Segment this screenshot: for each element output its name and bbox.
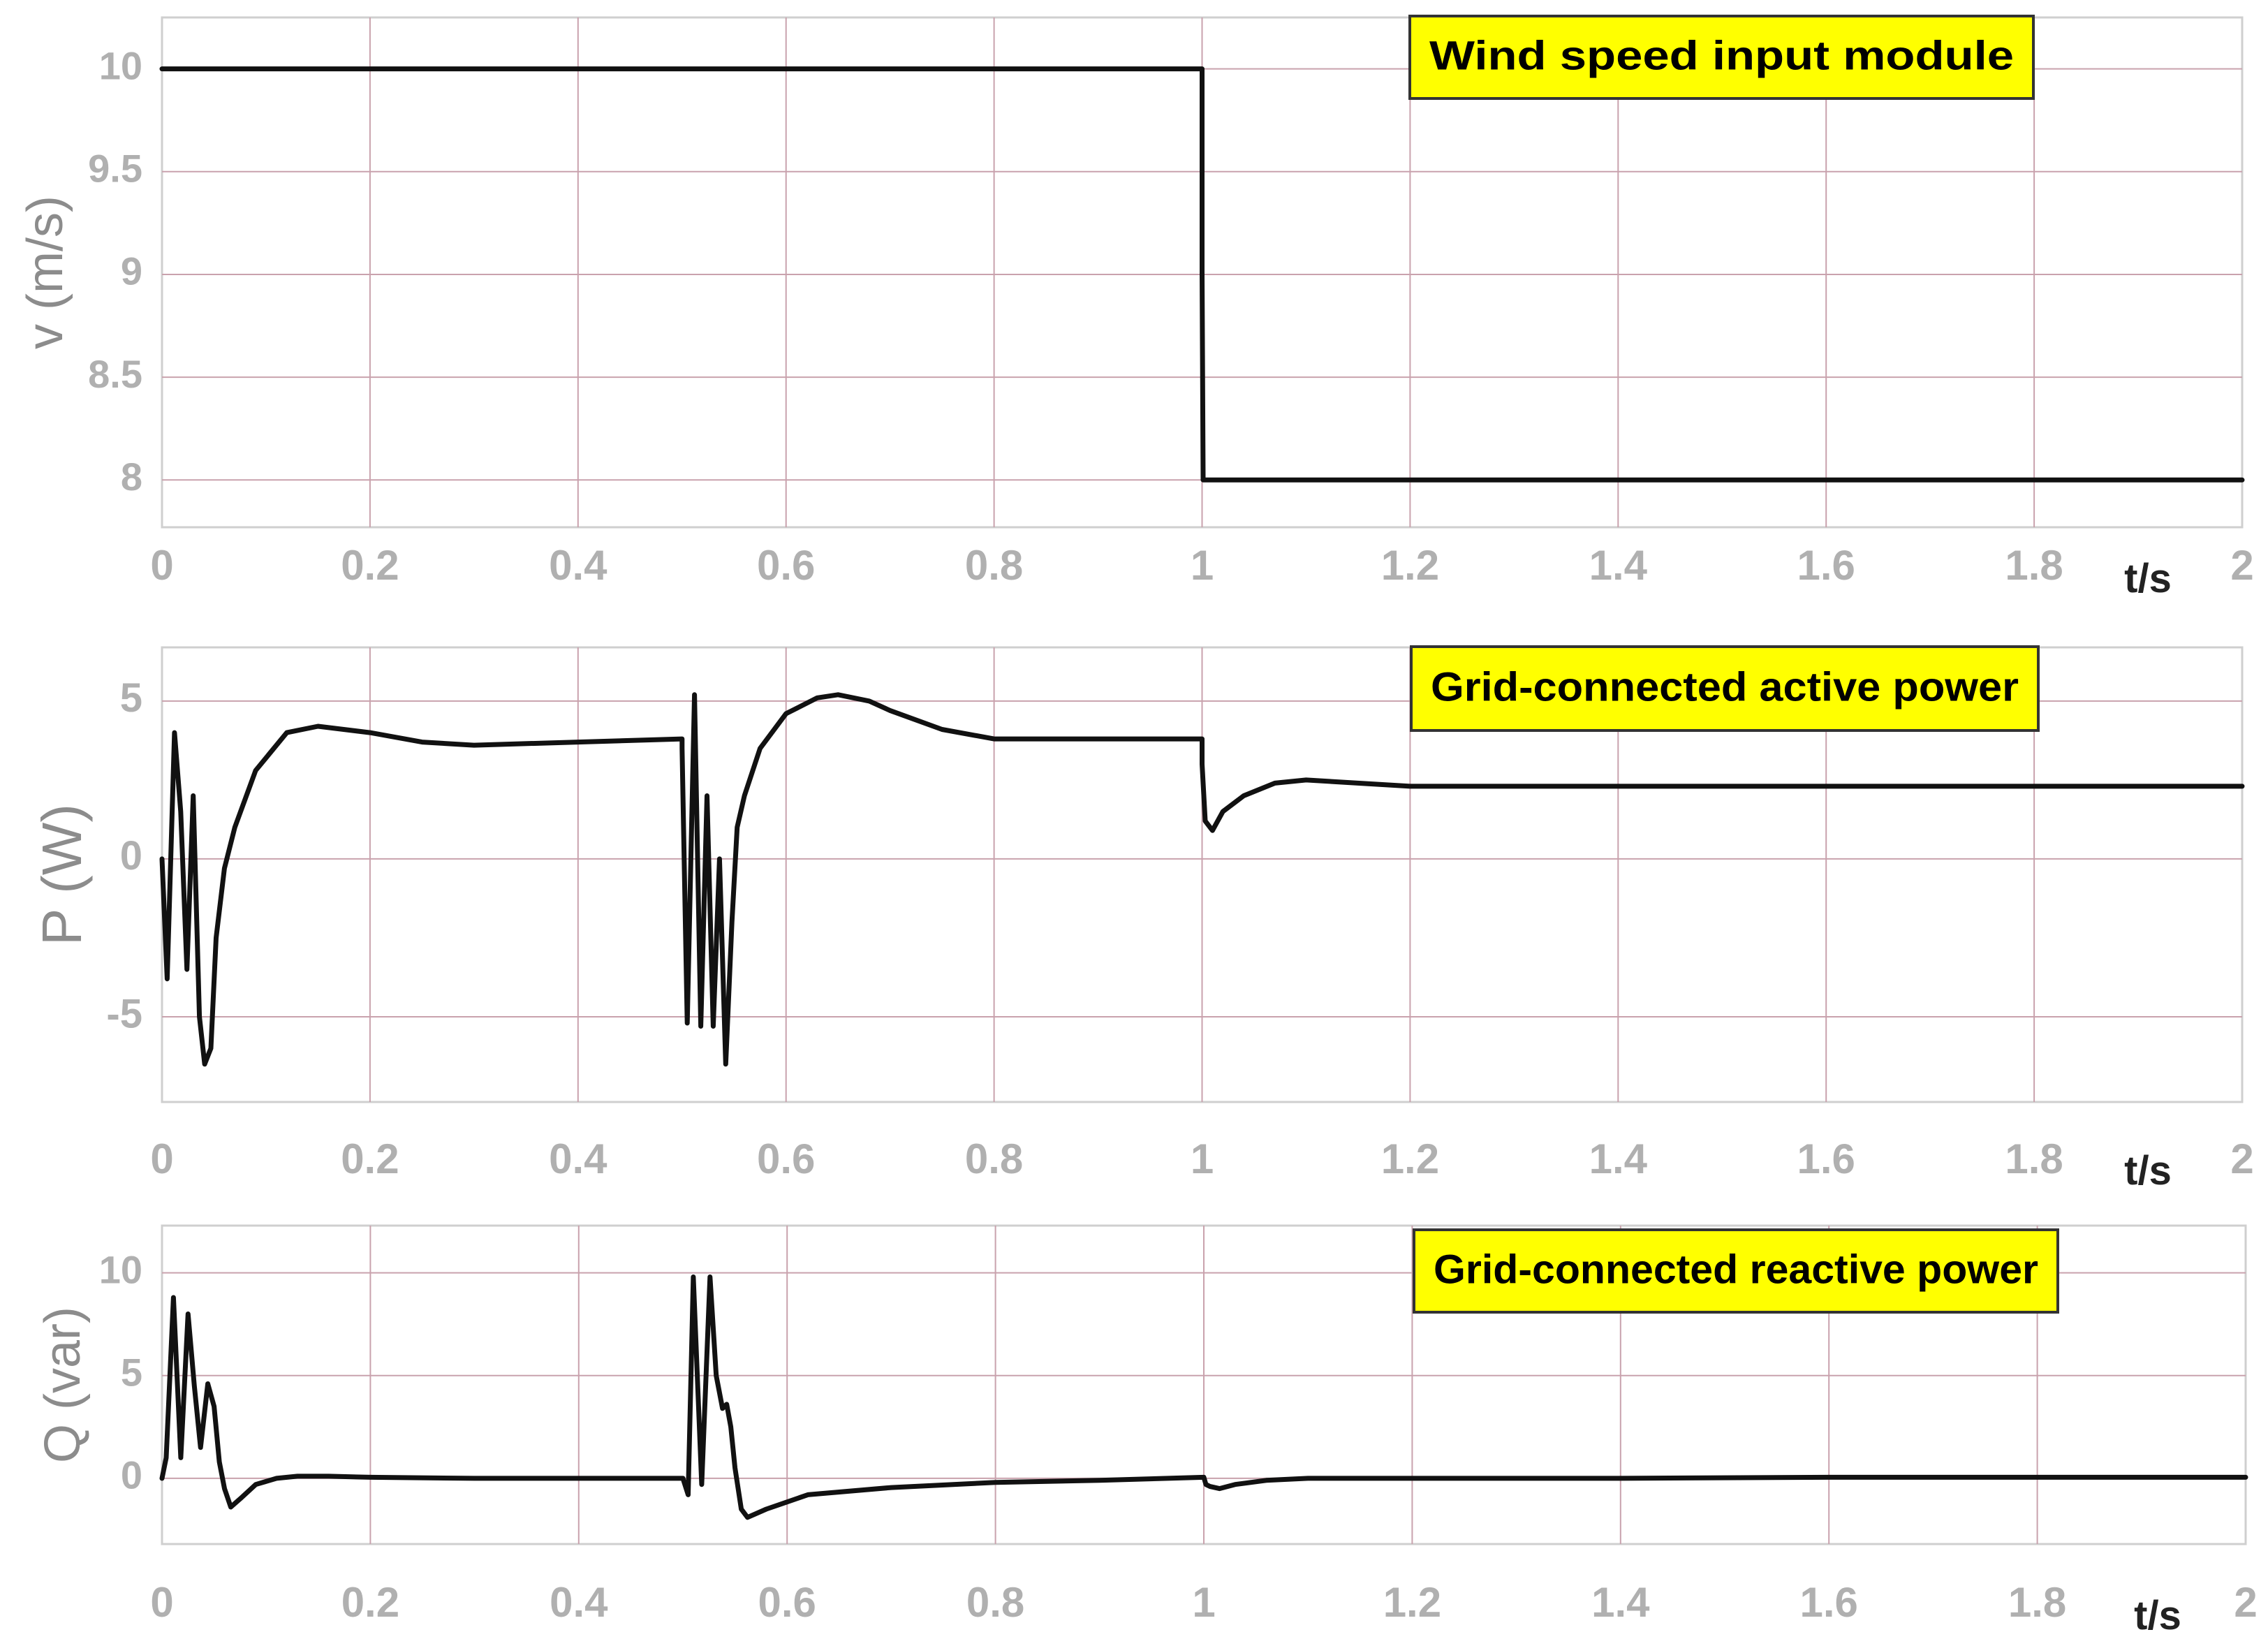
annotation-box xyxy=(1413,1228,2059,1314)
x-tick-label: 0 xyxy=(150,1136,173,1182)
y-tick-label: -5 xyxy=(106,991,142,1036)
series-line xyxy=(159,692,2245,1067)
x-axis-label: t/s xyxy=(2124,556,2172,601)
x-tick-label: 0.6 xyxy=(758,1579,816,1626)
x-tick-label: 1 xyxy=(1191,1136,1214,1182)
series-line xyxy=(159,1274,2248,1520)
x-tick-label: 0 xyxy=(150,542,173,589)
x-tick-label: 0.8 xyxy=(965,542,1023,589)
y-tick-label: 9 xyxy=(121,249,142,293)
x-tick-label: 0.2 xyxy=(341,1579,399,1626)
y-tick-label: 10 xyxy=(99,43,142,87)
y-tick-label: 10 xyxy=(99,1247,142,1291)
x-tick-label: 0 xyxy=(150,1579,173,1626)
y-tick-label: 0 xyxy=(120,833,142,879)
x-tick-label: 1.6 xyxy=(1797,542,1855,589)
x-tick-label: 2 xyxy=(2230,542,2253,589)
x-tick-label: 1.2 xyxy=(1383,1579,1441,1626)
annotation-text: Grid-connected reactive power xyxy=(1434,1247,2038,1292)
y-axis-label: v (m/s) xyxy=(17,196,73,349)
x-tick-label: 0.2 xyxy=(341,542,399,589)
series-line xyxy=(159,66,2245,483)
x-tick-label: 1.8 xyxy=(2008,1579,2066,1626)
x-tick-label: 1.6 xyxy=(1797,1136,1855,1182)
x-tick-label: 0.8 xyxy=(965,1136,1023,1182)
x-tick-label: 0.4 xyxy=(550,1579,608,1626)
x-tick-label: 1.2 xyxy=(1381,1136,1439,1182)
y-tick-label: 9.5 xyxy=(88,147,142,191)
x-tick-label: 1 xyxy=(1191,542,1214,589)
panel-active-power: 0 0.2 0.4 0.6 0.8 1 1.2 1.4 1.6 1.8 2 -5 0 5 t/s P (W) G… xyxy=(31,645,2254,1193)
y-axis-label: Q (var) xyxy=(35,1307,91,1463)
x-tick-label: 1.8 xyxy=(2005,542,2063,589)
x-axis-label: t/s xyxy=(2124,1148,2172,1193)
panel-reactive-power: 0 0.2 0.4 0.6 0.8 1 1.2 1.4 1.6 1.8 2 0 5 10 t/s Q (var… xyxy=(35,1224,2258,1638)
x-tick-label: 0.2 xyxy=(341,1136,399,1182)
annotation-text: Wind speed input module xyxy=(1429,33,2014,78)
x-tick-label: 0.8 xyxy=(966,1579,1024,1626)
x-tick-label: 1 xyxy=(1192,1579,1215,1626)
annotation-box xyxy=(1408,15,2035,100)
y-tick-label: 5 xyxy=(121,1351,142,1395)
y-tick-label: 0 xyxy=(121,1453,142,1497)
x-tick-label: 0.6 xyxy=(757,542,815,589)
y-tick-label: 8.5 xyxy=(88,352,142,396)
x-tick-label: 2 xyxy=(2230,1136,2253,1182)
y-tick-label: 5 xyxy=(120,675,142,721)
annotation-text: Grid-connected active power xyxy=(1431,664,2019,710)
y-tick-label: 8 xyxy=(121,455,142,499)
x-tick-label: 1.2 xyxy=(1381,542,1439,589)
x-tick-label: 2 xyxy=(2234,1579,2257,1626)
x-tick-label: 0.6 xyxy=(757,1136,815,1182)
panel-wind-speed: 0 0.2 0.4 0.6 0.8 1 1.2 1.4 1.6 1.8 2 8 8.5 9 9.5 10 t/s… xyxy=(17,15,2254,601)
y-axis-label: P (W) xyxy=(31,804,93,946)
x-tick-label: 0.4 xyxy=(549,1136,608,1182)
x-tick-label: 1.4 xyxy=(1589,1136,1648,1182)
x-tick-label: 1.8 xyxy=(2005,1136,2063,1182)
x-tick-label: 1.6 xyxy=(1799,1579,1857,1626)
x-axis-label: t/s xyxy=(2134,1593,2181,1638)
x-tick-label: 1.4 xyxy=(1589,542,1648,589)
x-tick-label: 1.4 xyxy=(1591,1579,1650,1626)
x-tick-label: 0.4 xyxy=(549,542,608,589)
annotation-box xyxy=(1410,645,2040,732)
